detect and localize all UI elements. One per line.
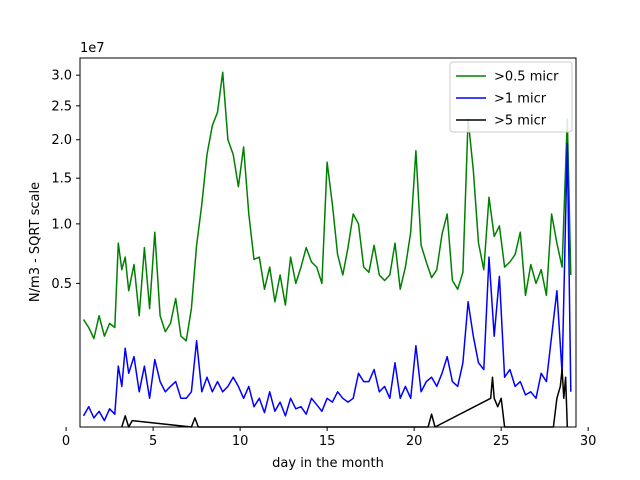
y-axis-ticks: 0.5 1.0 1.5 2.0 2.5 3.0 bbox=[51, 69, 80, 292]
x-tick-label: 15 bbox=[319, 434, 336, 449]
legend-label-2: >5 micr bbox=[494, 114, 547, 129]
y-tick-label: 1.5 bbox=[51, 172, 72, 187]
y-tick-label: 2.0 bbox=[51, 133, 72, 148]
x-tick-label: 25 bbox=[493, 434, 510, 449]
x-axis-label: day in the month bbox=[272, 456, 384, 471]
legend: >0.5 micr >1 micr >5 micr bbox=[449, 61, 573, 133]
series-line-1 bbox=[82, 142, 572, 422]
x-tick-label: 20 bbox=[406, 434, 423, 449]
x-tick-label: 10 bbox=[232, 434, 249, 449]
series-line-0 bbox=[82, 71, 572, 342]
plot-lines bbox=[82, 71, 572, 428]
x-tick-label: 30 bbox=[580, 434, 597, 449]
y-tick-label: 3.0 bbox=[51, 69, 72, 84]
y-axis-label: N/m3 - SQRT scale bbox=[28, 182, 43, 302]
y-tick-label: 1.0 bbox=[51, 217, 72, 232]
y-tick-label: 0.5 bbox=[51, 277, 72, 292]
legend-label-0: >0.5 micr bbox=[494, 70, 559, 85]
series-line-2 bbox=[121, 368, 569, 428]
legend-label-1: >1 micr bbox=[494, 92, 547, 107]
y-tick-label: 2.5 bbox=[51, 99, 72, 114]
plot-frame bbox=[79, 57, 577, 428]
legend-box bbox=[449, 61, 573, 133]
x-tick-label: 0 bbox=[62, 434, 70, 449]
y-multiplier-label: 1e7 bbox=[80, 41, 105, 56]
x-axis-ticks: 0 5 10 15 20 25 30 bbox=[62, 427, 597, 449]
x-tick-label: 5 bbox=[149, 434, 157, 449]
